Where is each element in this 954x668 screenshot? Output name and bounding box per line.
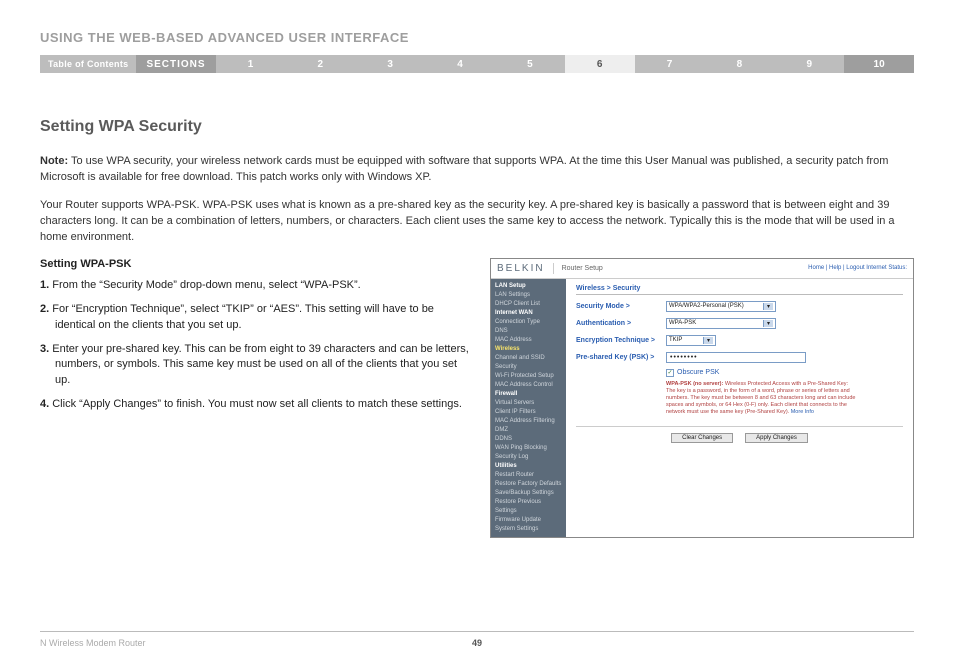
- note-text: To use WPA security, your wireless netwo…: [40, 155, 888, 183]
- nav-section-4[interactable]: 4: [425, 55, 495, 73]
- mock-breadcrumb: Wireless > Security: [576, 285, 903, 292]
- nav-section-7[interactable]: 7: [635, 55, 705, 73]
- more-info-link[interactable]: More Info: [791, 409, 814, 415]
- mock-sidebar: LAN SetupLAN SettingsDHCP Client ListInt…: [491, 279, 566, 537]
- nav-section-3[interactable]: 3: [355, 55, 425, 73]
- footer-product: N Wireless Modem Router: [40, 638, 146, 648]
- chevron-down-icon: ▾: [763, 303, 773, 310]
- sidebar-item[interactable]: DNS: [495, 327, 562, 336]
- sidebar-item[interactable]: Connection Type: [495, 318, 562, 327]
- nav-section-1[interactable]: 1: [216, 55, 286, 73]
- sidebar-item[interactable]: DHCP Client List: [495, 300, 562, 309]
- sidebar-item[interactable]: MAC Address: [495, 336, 562, 345]
- nav-section-10[interactable]: 10: [844, 55, 914, 73]
- step-3: 3. Enter your pre-shared key. This can b…: [40, 342, 470, 390]
- step-4: 4. Click “Apply Changes” to finish. You …: [40, 397, 470, 413]
- select-security-mode[interactable]: WPA/WPA2-Personal (PSK)▾: [666, 301, 776, 312]
- sidebar-item[interactable]: MAC Address Control: [495, 381, 562, 390]
- sidebar-item[interactable]: Security: [495, 363, 562, 372]
- chevron-down-icon: ▾: [703, 337, 713, 344]
- select-encryption[interactable]: TKIP▾: [666, 335, 716, 346]
- note-paragraph: Note: To use WPA security, your wireless…: [40, 154, 914, 186]
- steps-list: 1. From the “Security Mode” drop-down me…: [40, 278, 470, 414]
- nav-toc[interactable]: Table of Contents: [40, 55, 136, 73]
- sidebar-item[interactable]: Save/Backup Settings: [495, 489, 562, 498]
- nav-section-6[interactable]: 6: [565, 55, 635, 73]
- sidebar-item[interactable]: Restore Factory Defaults: [495, 480, 562, 489]
- sub-heading: Setting WPA-PSK: [40, 258, 470, 270]
- mock-title: Router Setup: [562, 265, 603, 272]
- select-authentication[interactable]: WPA-PSK▾: [666, 318, 776, 329]
- nav-section-5[interactable]: 5: [495, 55, 565, 73]
- chevron-down-icon: ▾: [763, 320, 773, 327]
- sidebar-item[interactable]: Client IP Filters: [495, 408, 562, 417]
- belkin-logo: BELKIN: [497, 263, 554, 274]
- sidebar-item[interactable]: Security Log: [495, 453, 562, 462]
- label-security-mode: Security Mode >: [576, 303, 666, 310]
- router-ui-screenshot: BELKIN Router Setup Home | Help | Logout…: [490, 258, 914, 538]
- sidebar-item[interactable]: System Settings: [495, 525, 562, 534]
- label-psk: Pre-shared Key (PSK) >: [576, 354, 666, 361]
- page-header: USING THE WEB-BASED ADVANCED USER INTERF…: [40, 30, 914, 45]
- page-number: 49: [472, 638, 482, 648]
- apply-changes-button[interactable]: Apply Changes: [745, 433, 808, 443]
- page-footer: N Wireless Modem Router 49: [40, 631, 914, 648]
- nav-sections-label: SECTIONS: [136, 55, 215, 73]
- sidebar-item[interactable]: Wi-Fi Protected Setup: [495, 372, 562, 381]
- page-title: Setting WPA Security: [40, 118, 914, 136]
- label-authentication: Authentication >: [576, 320, 666, 327]
- checkbox-label: Obscure PSK: [677, 369, 719, 376]
- step-2: 2. For “Encryption Technique”, select “T…: [40, 302, 470, 334]
- sidebar-item[interactable]: Restart Router: [495, 471, 562, 480]
- sidebar-item[interactable]: Restore Previous Settings: [495, 498, 562, 516]
- checkbox-obscure-psk[interactable]: ✓: [666, 369, 674, 377]
- sidebar-item[interactable]: DMZ: [495, 426, 562, 435]
- nav-section-9[interactable]: 9: [774, 55, 844, 73]
- sidebar-item[interactable]: WAN Ping Blocking: [495, 444, 562, 453]
- psk-description: WPA-PSK (no server): Wireless Protected …: [666, 381, 856, 417]
- sidebar-item[interactable]: DDNS: [495, 435, 562, 444]
- clear-changes-button[interactable]: Clear Changes: [671, 433, 733, 443]
- sidebar-item[interactable]: Channel and SSID: [495, 354, 562, 363]
- input-psk[interactable]: ••••••••: [666, 352, 806, 363]
- step-1: 1. From the “Security Mode” drop-down me…: [40, 278, 470, 294]
- label-encryption: Encryption Technique >: [576, 337, 666, 344]
- note-label: Note:: [40, 155, 68, 167]
- nav-section-2[interactable]: 2: [285, 55, 355, 73]
- nav-section-8[interactable]: 8: [704, 55, 774, 73]
- mock-header-links[interactable]: Home | Help | Logout Internet Status:: [808, 265, 907, 271]
- sidebar-item[interactable]: LAN Settings: [495, 291, 562, 300]
- sidebar-item[interactable]: Firmware Update: [495, 516, 562, 525]
- section-nav: Table of Contents SECTIONS 1 2 3 4 5 6 7…: [40, 55, 914, 73]
- sidebar-item[interactable]: Virtual Servers: [495, 399, 562, 408]
- paragraph-2: Your Router supports WPA-PSK. WPA-PSK us…: [40, 198, 914, 246]
- sidebar-item[interactable]: MAC Address Filtering: [495, 417, 562, 426]
